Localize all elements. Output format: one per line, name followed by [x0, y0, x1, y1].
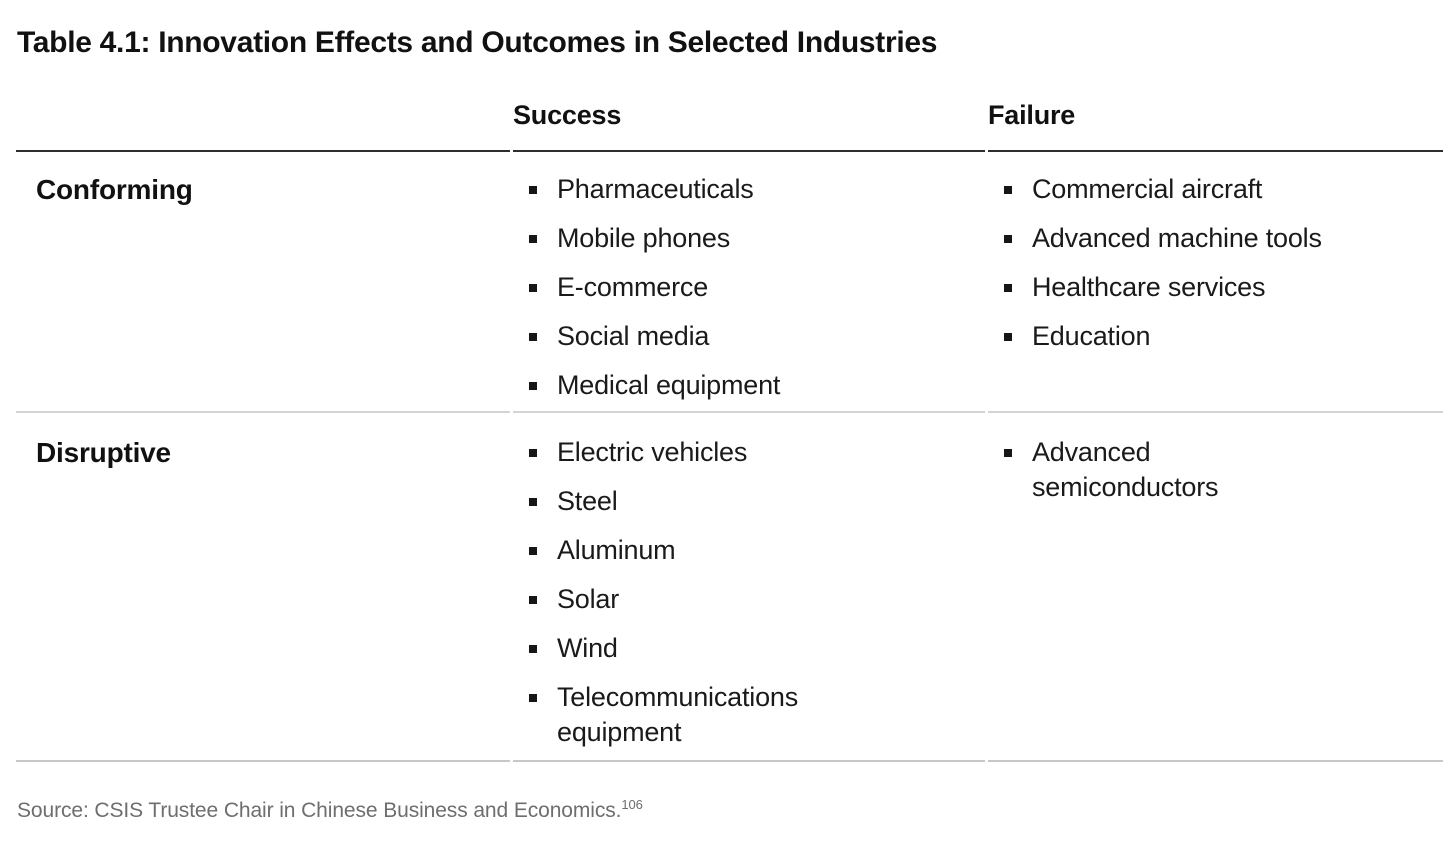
list-item: Education [1004, 319, 1443, 354]
list-item: Healthcare services [1004, 270, 1443, 305]
bullet-icon [529, 235, 537, 243]
list-item: Commercial aircraft [1004, 172, 1443, 207]
conforming-success-list: Pharmaceuticals Mobile phones E-commerce So… [513, 172, 985, 403]
disruptive-success-list: Electric vehicles Steel Aluminum Solar Wind T… [513, 435, 985, 750]
column-header-failure: Failure [988, 62, 1443, 152]
list-item-label: Pharmaceuticals [557, 174, 754, 204]
bullet-icon [529, 596, 537, 604]
list-item-label: Advanced machine tools [1032, 223, 1322, 253]
bullet-icon [529, 333, 537, 341]
list-item: Solar [529, 582, 985, 617]
bullet-icon [1004, 186, 1012, 194]
bullet-icon [529, 645, 537, 653]
source-text: Source: CSIS Trustee Chair in Chinese Bu… [17, 799, 622, 822]
list-item-label: Commercial aircraft [1032, 174, 1263, 204]
list-item-label: Advanced semiconductors [1032, 437, 1219, 502]
disruptive-failure-cell: Advanced semiconductors [988, 413, 1443, 762]
innovation-table: Success Failure Conforming Pharmaceutica… [16, 62, 1443, 762]
conforming-success-cell: Pharmaceuticals Mobile phones E-commerce So… [513, 152, 985, 413]
list-item: Mobile phones [529, 221, 985, 256]
column-header-success: Success [513, 62, 985, 152]
table-row-conforming-label-cell: Conforming [16, 152, 510, 413]
bullet-icon [1004, 449, 1012, 457]
list-item-label: Healthcare services [1032, 272, 1266, 302]
column-header-empty [16, 62, 510, 152]
conforming-failure-cell: Commercial aircraft Advanced machine tool… [988, 152, 1443, 413]
table-row-disruptive-label-cell: Disruptive [16, 413, 510, 762]
list-item-label: Social media [557, 321, 710, 351]
list-item: Electric vehicles [529, 435, 985, 470]
bullet-icon [529, 382, 537, 390]
list-item-label: Medical equipment [557, 370, 781, 400]
list-item-label: Telecommunications equipment [557, 682, 799, 747]
bullet-icon [1004, 333, 1012, 341]
list-item-label: Aluminum [557, 535, 676, 565]
disruptive-failure-list: Advanced semiconductors [988, 435, 1443, 505]
bullet-icon [529, 186, 537, 194]
list-item: Steel [529, 484, 985, 519]
list-item: Social media [529, 319, 985, 354]
footnote-marker: 106 [621, 797, 643, 812]
list-item-label: Electric vehicles [557, 437, 748, 467]
list-item-label: Education [1032, 321, 1151, 351]
bullet-icon [529, 449, 537, 457]
list-item: E-commerce [529, 270, 985, 305]
bullet-icon [1004, 284, 1012, 292]
list-item: Advanced semiconductors [1004, 435, 1443, 505]
bullet-icon [1004, 235, 1012, 243]
bullet-icon [529, 498, 537, 506]
list-item-label: Mobile phones [557, 223, 731, 253]
bullet-icon [529, 694, 537, 702]
list-item: Telecommunications equipment [529, 680, 985, 750]
list-item-label: Solar [557, 584, 620, 614]
list-item: Wind [529, 631, 985, 666]
list-item: Advanced machine tools [1004, 221, 1443, 256]
row-header-conforming: Conforming [36, 174, 193, 205]
source-note: Source: CSIS Trustee Chair in Chinese Bu… [17, 798, 1440, 824]
disruptive-success-cell: Electric vehicles Steel Aluminum Solar Wind T… [513, 413, 985, 762]
row-header-disruptive: Disruptive [36, 437, 171, 468]
page-title: Table 4.1: Innovation Effects and Outcom… [17, 26, 938, 59]
list-item: Aluminum [529, 533, 985, 568]
conforming-failure-list: Commercial aircraft Advanced machine tool… [988, 172, 1443, 354]
list-item: Medical equipment [529, 368, 985, 403]
bullet-icon [529, 284, 537, 292]
list-item: Pharmaceuticals [529, 172, 985, 207]
list-item-label: E-commerce [557, 272, 709, 302]
list-item-label: Steel [557, 486, 618, 516]
bullet-icon [529, 547, 537, 555]
list-item-label: Wind [557, 633, 618, 663]
